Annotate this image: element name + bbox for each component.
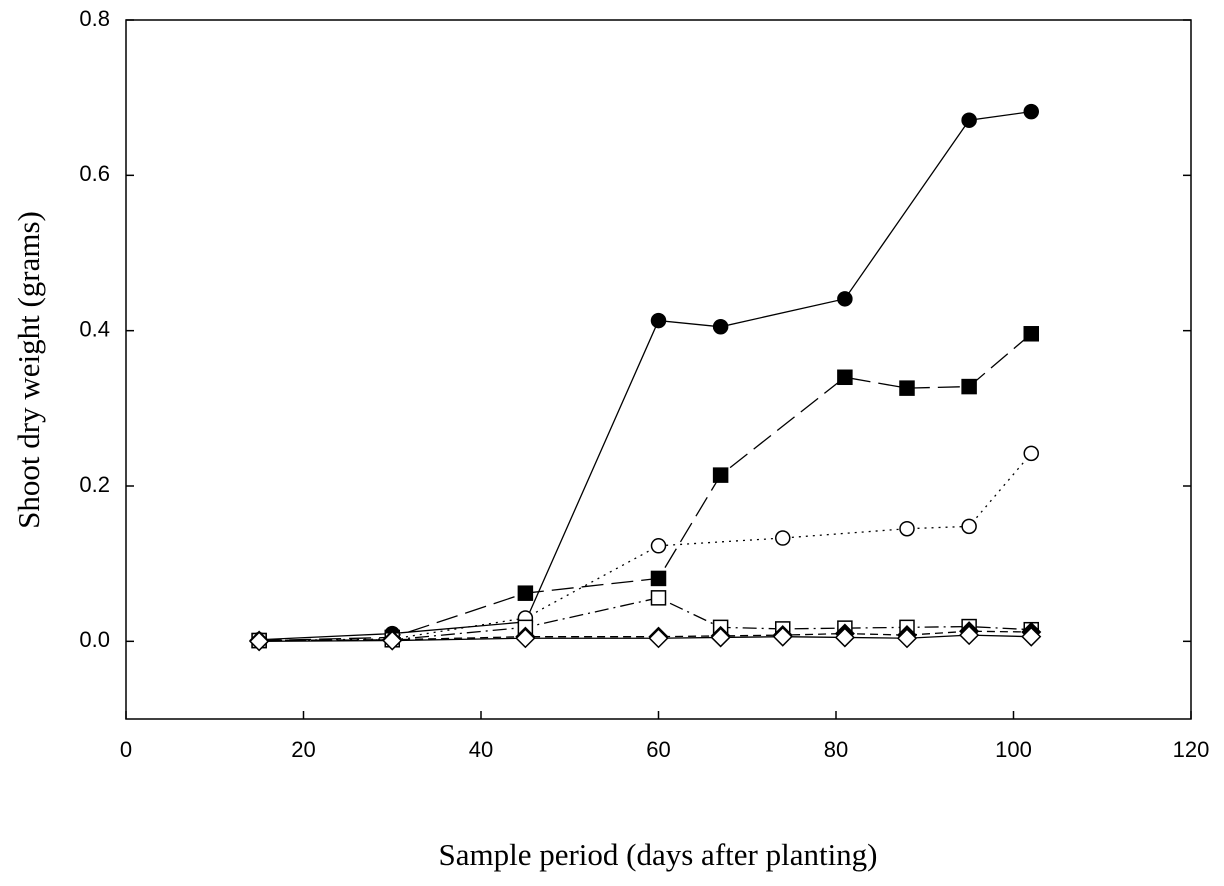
y-axis-label: Shoot dry weight (grams) xyxy=(11,211,46,529)
point xyxy=(772,626,793,647)
point xyxy=(382,630,403,651)
point xyxy=(515,628,536,649)
point xyxy=(650,538,667,554)
point xyxy=(961,518,977,535)
point xyxy=(712,319,729,335)
x-axis-label: Sample period (days after planting) xyxy=(438,837,877,872)
y-tick-label: 0.2 xyxy=(79,472,110,497)
y-tick-label: 0.0 xyxy=(79,627,110,652)
point xyxy=(961,112,977,128)
point xyxy=(249,631,270,652)
point xyxy=(899,520,915,537)
point xyxy=(712,467,729,483)
x-tick-label: 20 xyxy=(291,737,315,762)
point xyxy=(517,585,534,601)
point xyxy=(837,369,853,386)
series-line xyxy=(259,634,1032,642)
point xyxy=(1021,626,1042,647)
y-tick-label: 0.6 xyxy=(79,161,110,186)
point xyxy=(1023,445,1039,462)
point xyxy=(710,627,731,648)
x-tick-label: 60 xyxy=(646,737,670,762)
point xyxy=(834,627,855,648)
x-tick-label: 80 xyxy=(824,737,848,762)
series-line xyxy=(259,597,1032,642)
y-tick-label: 0.8 xyxy=(79,6,110,31)
point xyxy=(961,378,977,395)
x-tick-label: 120 xyxy=(1173,737,1210,762)
point xyxy=(650,312,667,329)
point xyxy=(899,380,915,396)
series-line xyxy=(259,333,1032,642)
x-tick-label: 100 xyxy=(995,737,1032,762)
point xyxy=(1023,326,1039,342)
series-line xyxy=(259,452,1032,642)
point xyxy=(837,291,853,307)
series-line xyxy=(259,630,1032,642)
point xyxy=(650,570,667,587)
x-tick-label: 40 xyxy=(469,737,493,762)
x-tick-label: 0 xyxy=(120,737,132,762)
plot-frame xyxy=(125,19,1192,720)
point xyxy=(775,530,791,546)
point xyxy=(650,590,667,606)
point xyxy=(896,628,918,649)
y-tick-label: 0.4 xyxy=(79,316,110,341)
series-line xyxy=(259,111,1032,641)
point xyxy=(648,628,669,649)
point xyxy=(959,625,980,646)
point xyxy=(1023,103,1039,120)
